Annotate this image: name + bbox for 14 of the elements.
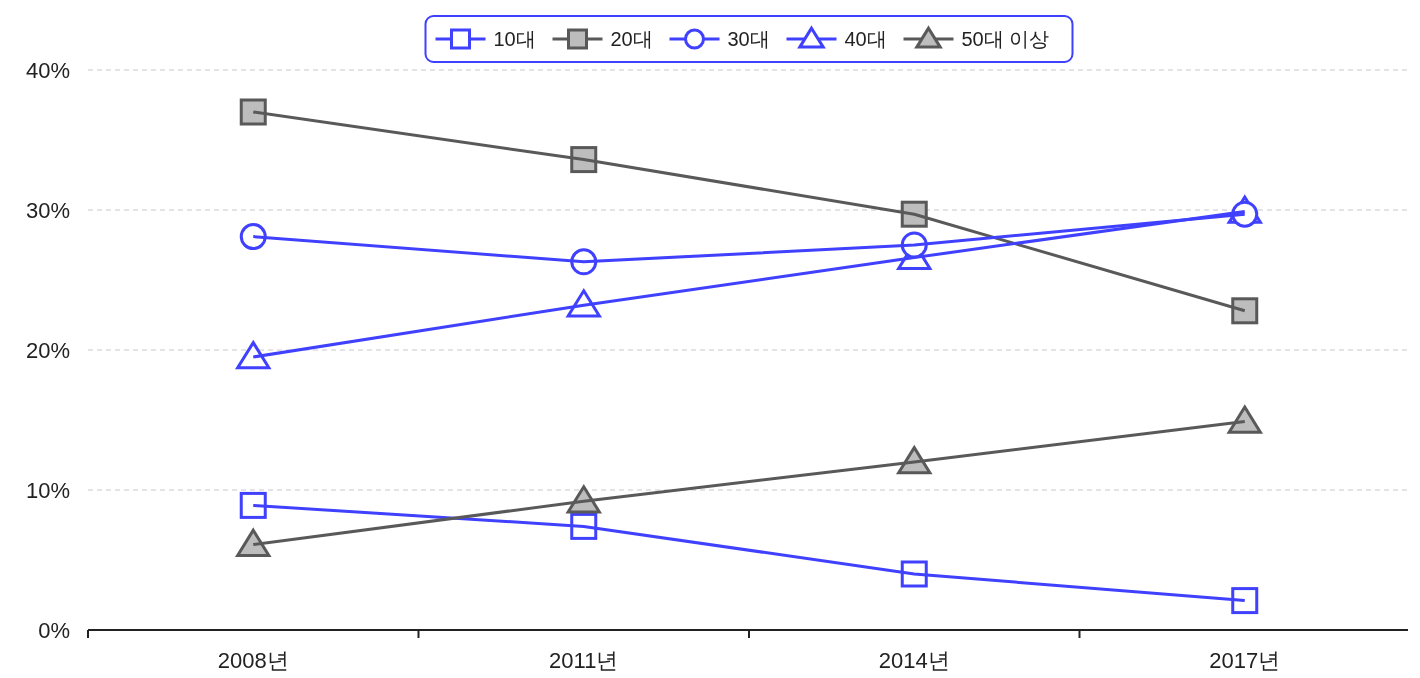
y-tick-label: 10% (25, 477, 70, 503)
legend-label: 20대 (610, 28, 653, 50)
legend-label: 50대 이상 (961, 28, 1050, 50)
x-tick-label: 2011년 (549, 648, 619, 673)
x-tick-label: 2014년 (878, 648, 950, 673)
x-tick-label: 2017년 (1209, 648, 1281, 673)
legend-label: 10대 (493, 28, 536, 50)
y-tick-label: 20% (25, 337, 70, 363)
y-tick-label: 40% (25, 57, 70, 83)
x-tick-label: 2008년 (217, 648, 289, 673)
legend-label: 30대 (727, 28, 770, 50)
y-tick-label: 30% (25, 197, 70, 223)
y-tick-label: 0% (38, 617, 70, 643)
legend-label: 40대 (844, 28, 887, 50)
